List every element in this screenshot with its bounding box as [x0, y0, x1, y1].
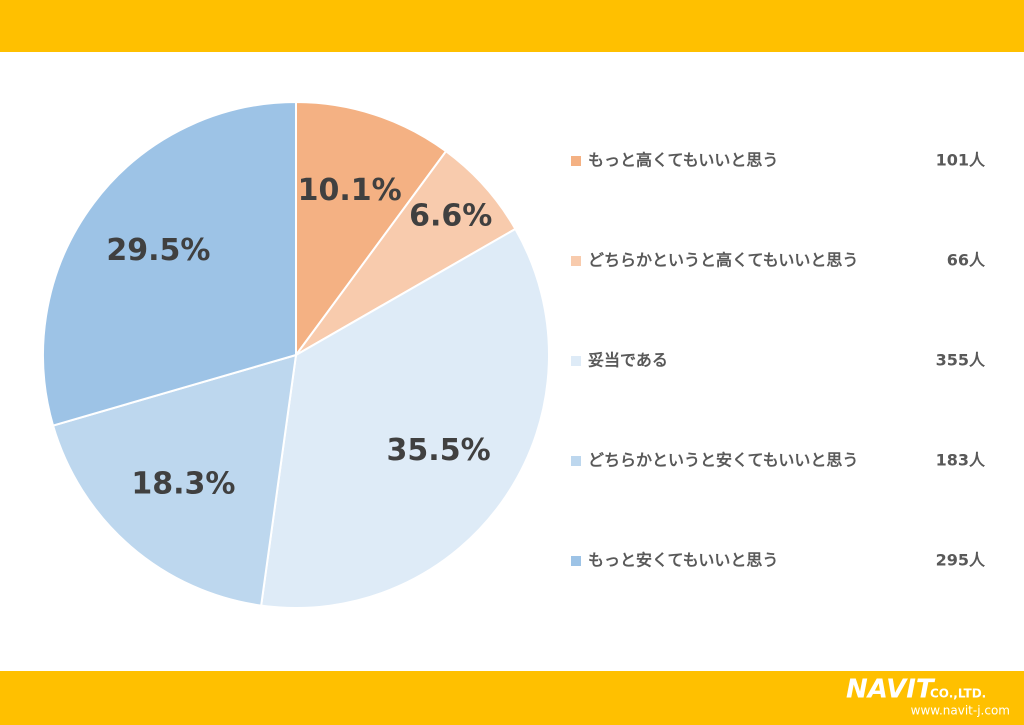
- legend-count: 295人: [936, 551, 986, 570]
- legend-count: 355人: [936, 351, 986, 370]
- pie-slice: [51, 353, 298, 607]
- legend-count: 66人: [947, 251, 986, 270]
- pie: 10.1%6.6% 35.5% 18.3% 29.5%: [42, 100, 550, 609]
- legend-count: 183人: [936, 451, 986, 470]
- legend-count: 101人: [936, 151, 986, 170]
- legend-label: どちらかというと高くてもいいと思う: [588, 251, 858, 270]
- pie-slice: [295, 100, 448, 359]
- data-label: 10.1%: [298, 173, 402, 208]
- legend-swatch: [571, 356, 581, 366]
- logo-url: www.navit-j.com: [911, 704, 1010, 718]
- legend-swatch: [571, 456, 581, 466]
- header-bar: [0, 0, 1024, 52]
- logo-company: CO.,LTD.: [930, 687, 986, 701]
- legend-label: 妥当である: [588, 351, 668, 370]
- legend-swatch: [571, 556, 581, 566]
- data-label: 35.5%: [387, 433, 491, 468]
- legend-label: もっと安くてもいいと思う: [588, 551, 778, 570]
- legend-swatch: [571, 156, 581, 166]
- logo: NAVIT: [846, 675, 936, 705]
- data-label: 18.3%: [131, 467, 235, 502]
- legend-label: どちらかというと安くてもいいと思う: [588, 451, 858, 470]
- data-label: 29.5%: [106, 233, 210, 268]
- legend-swatch: [571, 256, 581, 266]
- data-label: 6.6%: [409, 198, 492, 233]
- footer-bar: [0, 671, 1024, 725]
- pie-slice: [260, 227, 550, 609]
- pie-slice: [42, 100, 297, 427]
- legend-label: もっと高くてもいいと思う: [588, 151, 778, 170]
